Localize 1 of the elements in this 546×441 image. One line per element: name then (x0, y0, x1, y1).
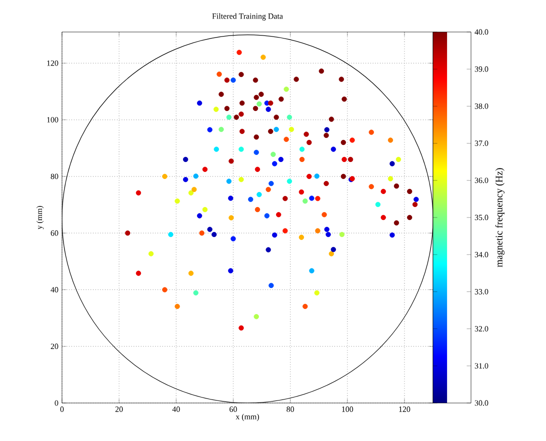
color-bar-title: magnetic frequency (Hz) (495, 168, 504, 268)
